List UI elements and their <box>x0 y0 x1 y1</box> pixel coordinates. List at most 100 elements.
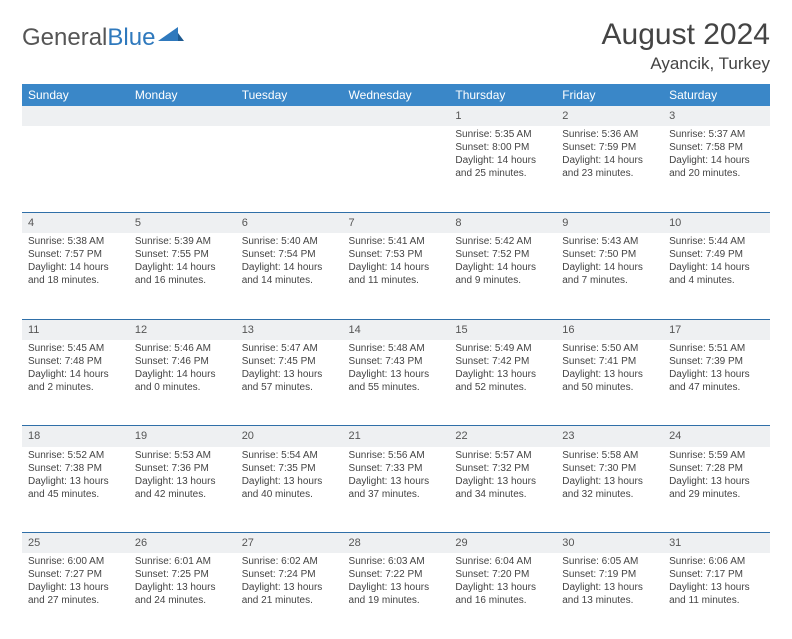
day-cell: Sunrise: 6:05 AMSunset: 7:19 PMDaylight:… <box>556 553 663 639</box>
day-line: Sunset: 7:36 PM <box>135 462 230 475</box>
title-block: August 2024 Ayancik, Turkey <box>602 18 770 74</box>
day-line: Sunrise: 5:49 AM <box>455 342 550 355</box>
day-line: Sunrise: 5:45 AM <box>28 342 123 355</box>
day-line: Sunrise: 5:46 AM <box>135 342 230 355</box>
day-line: Sunset: 7:28 PM <box>669 462 764 475</box>
day-line: Daylight: 13 hours and 55 minutes. <box>349 368 444 394</box>
location: Ayancik, Turkey <box>602 54 770 74</box>
day-cell: Sunrise: 5:36 AMSunset: 7:59 PMDaylight:… <box>556 126 663 212</box>
day-line: Sunset: 8:00 PM <box>455 141 550 154</box>
day-cell: Sunrise: 5:49 AMSunset: 7:42 PMDaylight:… <box>449 340 556 426</box>
day-content-row: Sunrise: 5:38 AMSunset: 7:57 PMDaylight:… <box>22 233 770 319</box>
day-number: 3 <box>663 106 770 126</box>
day-line: Sunrise: 5:58 AM <box>562 449 657 462</box>
day-line: Sunset: 7:50 PM <box>562 248 657 261</box>
day-cell <box>236 126 343 212</box>
logo-mark-icon <box>158 20 184 48</box>
day-line: Daylight: 14 hours and 18 minutes. <box>28 261 123 287</box>
day-line: Sunset: 7:52 PM <box>455 248 550 261</box>
logo-text-blue: Blue <box>107 24 155 52</box>
day-line: Sunrise: 5:35 AM <box>455 128 550 141</box>
day-cell: Sunrise: 6:00 AMSunset: 7:27 PMDaylight:… <box>22 553 129 639</box>
day-line: Daylight: 13 hours and 21 minutes. <box>242 581 337 607</box>
day-number: 27 <box>236 533 343 554</box>
day-number: 31 <box>663 533 770 554</box>
day-cell: Sunrise: 5:51 AMSunset: 7:39 PMDaylight:… <box>663 340 770 426</box>
day-number <box>129 106 236 126</box>
day-cell: Sunrise: 5:37 AMSunset: 7:58 PMDaylight:… <box>663 126 770 212</box>
day-line: Daylight: 13 hours and 11 minutes. <box>669 581 764 607</box>
day-line: Sunrise: 5:44 AM <box>669 235 764 248</box>
day-line: Sunrise: 5:51 AM <box>669 342 764 355</box>
day-cell: Sunrise: 5:41 AMSunset: 7:53 PMDaylight:… <box>343 233 450 319</box>
day-line: Sunrise: 6:00 AM <box>28 555 123 568</box>
day-line: Sunset: 7:43 PM <box>349 355 444 368</box>
day-line: Sunset: 7:57 PM <box>28 248 123 261</box>
day-line: Daylight: 14 hours and 2 minutes. <box>28 368 123 394</box>
day-cell: Sunrise: 6:06 AMSunset: 7:17 PMDaylight:… <box>663 553 770 639</box>
day-line: Sunset: 7:49 PM <box>669 248 764 261</box>
day-line: Sunrise: 5:43 AM <box>562 235 657 248</box>
day-line: Sunrise: 6:01 AM <box>135 555 230 568</box>
day-line: Sunrise: 5:38 AM <box>28 235 123 248</box>
day-header: Friday <box>556 84 663 106</box>
day-content-row: Sunrise: 5:45 AMSunset: 7:48 PMDaylight:… <box>22 340 770 426</box>
day-number: 7 <box>343 212 450 233</box>
day-line: Sunrise: 5:36 AM <box>562 128 657 141</box>
day-line: Sunset: 7:48 PM <box>28 355 123 368</box>
day-line: Sunrise: 6:05 AM <box>562 555 657 568</box>
day-line: Sunset: 7:24 PM <box>242 568 337 581</box>
day-line: Daylight: 14 hours and 20 minutes. <box>669 154 764 180</box>
day-line: Sunrise: 5:47 AM <box>242 342 337 355</box>
day-line: Sunset: 7:41 PM <box>562 355 657 368</box>
day-header: Thursday <box>449 84 556 106</box>
logo-text-general: General <box>22 24 107 52</box>
day-header-row: SundayMondayTuesdayWednesdayThursdayFrid… <box>22 84 770 106</box>
day-line: Daylight: 14 hours and 11 minutes. <box>349 261 444 287</box>
day-number: 24 <box>663 426 770 447</box>
day-number: 12 <box>129 319 236 340</box>
day-line: Daylight: 13 hours and 29 minutes. <box>669 475 764 501</box>
day-line: Sunset: 7:35 PM <box>242 462 337 475</box>
day-line: Sunrise: 5:54 AM <box>242 449 337 462</box>
day-line: Daylight: 13 hours and 19 minutes. <box>349 581 444 607</box>
day-line: Daylight: 13 hours and 40 minutes. <box>242 475 337 501</box>
day-line: Sunrise: 6:03 AM <box>349 555 444 568</box>
day-line: Sunrise: 5:42 AM <box>455 235 550 248</box>
day-number-row: 123 <box>22 106 770 126</box>
day-number <box>22 106 129 126</box>
day-header: Saturday <box>663 84 770 106</box>
day-line: Sunrise: 5:57 AM <box>455 449 550 462</box>
day-number: 26 <box>129 533 236 554</box>
day-line: Sunset: 7:58 PM <box>669 141 764 154</box>
day-header: Sunday <box>22 84 129 106</box>
day-line: Sunset: 7:55 PM <box>135 248 230 261</box>
day-cell: Sunrise: 6:01 AMSunset: 7:25 PMDaylight:… <box>129 553 236 639</box>
day-line: Daylight: 14 hours and 14 minutes. <box>242 261 337 287</box>
day-number: 16 <box>556 319 663 340</box>
day-cell: Sunrise: 5:42 AMSunset: 7:52 PMDaylight:… <box>449 233 556 319</box>
day-line: Daylight: 13 hours and 57 minutes. <box>242 368 337 394</box>
day-line: Sunset: 7:53 PM <box>349 248 444 261</box>
day-number: 4 <box>22 212 129 233</box>
day-line: Daylight: 13 hours and 45 minutes. <box>28 475 123 501</box>
logo: GeneralBlue <box>22 18 184 52</box>
day-line: Sunrise: 5:41 AM <box>349 235 444 248</box>
day-number: 25 <box>22 533 129 554</box>
day-line: Sunset: 7:45 PM <box>242 355 337 368</box>
day-number: 2 <box>556 106 663 126</box>
day-cell: Sunrise: 5:43 AMSunset: 7:50 PMDaylight:… <box>556 233 663 319</box>
day-number: 9 <box>556 212 663 233</box>
day-header: Wednesday <box>343 84 450 106</box>
day-cell: Sunrise: 5:54 AMSunset: 7:35 PMDaylight:… <box>236 447 343 533</box>
day-line: Sunrise: 5:59 AM <box>669 449 764 462</box>
day-number: 18 <box>22 426 129 447</box>
day-number: 5 <box>129 212 236 233</box>
day-line: Sunrise: 6:02 AM <box>242 555 337 568</box>
day-cell <box>129 126 236 212</box>
day-number: 19 <box>129 426 236 447</box>
day-cell: Sunrise: 5:45 AMSunset: 7:48 PMDaylight:… <box>22 340 129 426</box>
day-line: Sunset: 7:42 PM <box>455 355 550 368</box>
day-line: Sunset: 7:59 PM <box>562 141 657 154</box>
day-line: Sunrise: 5:48 AM <box>349 342 444 355</box>
